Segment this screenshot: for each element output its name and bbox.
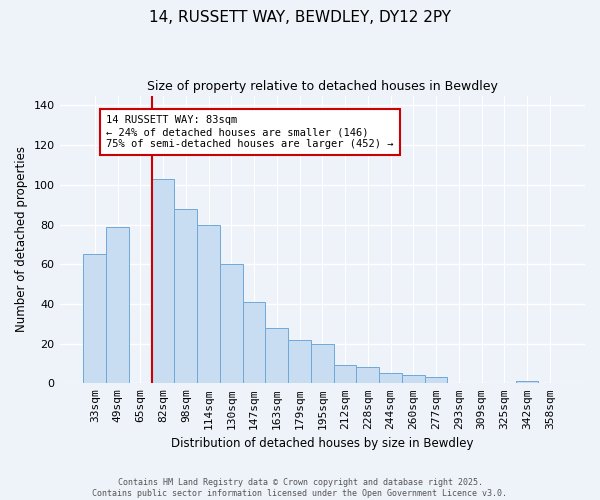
Bar [220, 264, 242, 384]
Bar [311, 344, 334, 384]
Bar [379, 374, 402, 384]
Bar [242, 302, 265, 384]
Text: 14, RUSSETT WAY, BEWDLEY, DY12 2PY: 14, RUSSETT WAY, BEWDLEY, DY12 2PY [149, 10, 451, 25]
Title: Size of property relative to detached houses in Bewdley: Size of property relative to detached ho… [147, 80, 498, 93]
Bar [265, 328, 288, 384]
Y-axis label: Number of detached properties: Number of detached properties [15, 146, 28, 332]
Bar [288, 340, 311, 384]
Bar [106, 226, 129, 384]
X-axis label: Distribution of detached houses by size in Bewdley: Distribution of detached houses by size … [171, 437, 473, 450]
Bar [425, 378, 448, 384]
Bar [356, 368, 379, 384]
Bar [175, 208, 197, 384]
Bar [334, 366, 356, 384]
Bar [83, 254, 106, 384]
Text: Contains HM Land Registry data © Crown copyright and database right 2025.
Contai: Contains HM Land Registry data © Crown c… [92, 478, 508, 498]
Bar [402, 376, 425, 384]
Bar [515, 382, 538, 384]
Bar [152, 179, 175, 384]
Text: 14 RUSSETT WAY: 83sqm
← 24% of detached houses are smaller (146)
75% of semi-det: 14 RUSSETT WAY: 83sqm ← 24% of detached … [106, 116, 394, 148]
Bar [197, 224, 220, 384]
